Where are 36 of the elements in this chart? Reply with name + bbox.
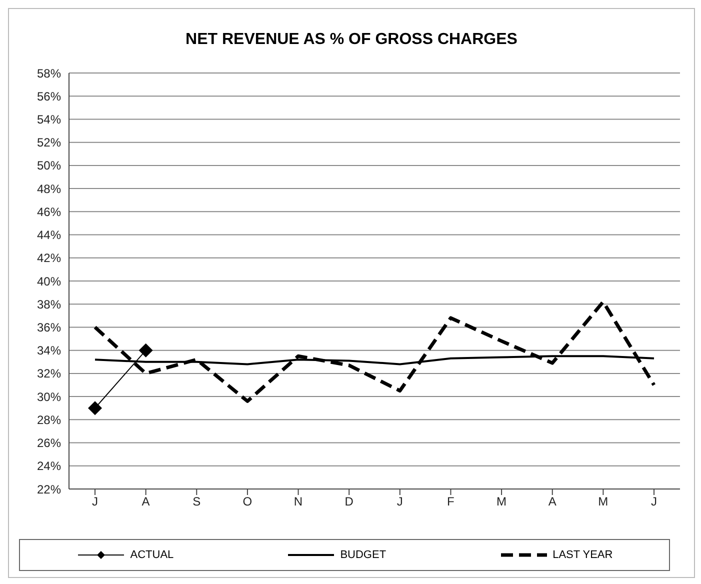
legend-label: LAST YEAR: [552, 549, 613, 561]
x-tick-label: O: [242, 494, 252, 509]
y-tick-label: 52%: [36, 136, 62, 150]
x-tick-label: M: [598, 494, 608, 509]
x-tick-label: D: [344, 494, 354, 509]
y-tick-label: 22%: [36, 482, 62, 496]
y-tick-label: 56%: [36, 89, 62, 104]
x-tick-label: J: [92, 494, 98, 509]
y-tick-label: 38%: [36, 297, 62, 312]
y-tick-label: 50%: [36, 158, 62, 173]
legend-label: BUDGET: [340, 549, 386, 561]
chart-title: NET REVENUE AS % OF GROSS CHARGES: [184, 30, 518, 50]
x-tick-label: J: [651, 494, 657, 509]
y-tick-label: 34%: [36, 344, 62, 358]
x-tick-label: M: [496, 494, 507, 509]
x-tick-label: S: [192, 494, 201, 509]
x-tick-label: A: [142, 494, 150, 509]
y-tick-label: 46%: [36, 204, 62, 219]
y-tick-label: 54%: [36, 112, 62, 126]
y-tick-label: 32%: [36, 366, 62, 381]
line-series: [93, 300, 656, 403]
x-tick-label: J: [396, 494, 403, 509]
x-tick-label: N: [294, 494, 303, 509]
y-tick-label: 58%: [36, 66, 62, 80]
y-tick-label: 36%: [36, 320, 62, 334]
y-tick-label: 48%: [36, 182, 62, 196]
y-tick-label: 26%: [36, 436, 62, 450]
y-tick-label: 28%: [36, 412, 62, 427]
y-tick-label: 40%: [36, 274, 62, 288]
x-tick-label: F: [447, 494, 454, 509]
y-tick-label: 44%: [36, 228, 62, 242]
x-tick-label: A: [548, 494, 556, 509]
legend-label: ACTUAL: [130, 549, 174, 561]
y-tick-label: 30%: [36, 390, 62, 404]
y-tick-label: 42%: [36, 251, 62, 266]
y-tick-label: 24%: [36, 459, 62, 474]
